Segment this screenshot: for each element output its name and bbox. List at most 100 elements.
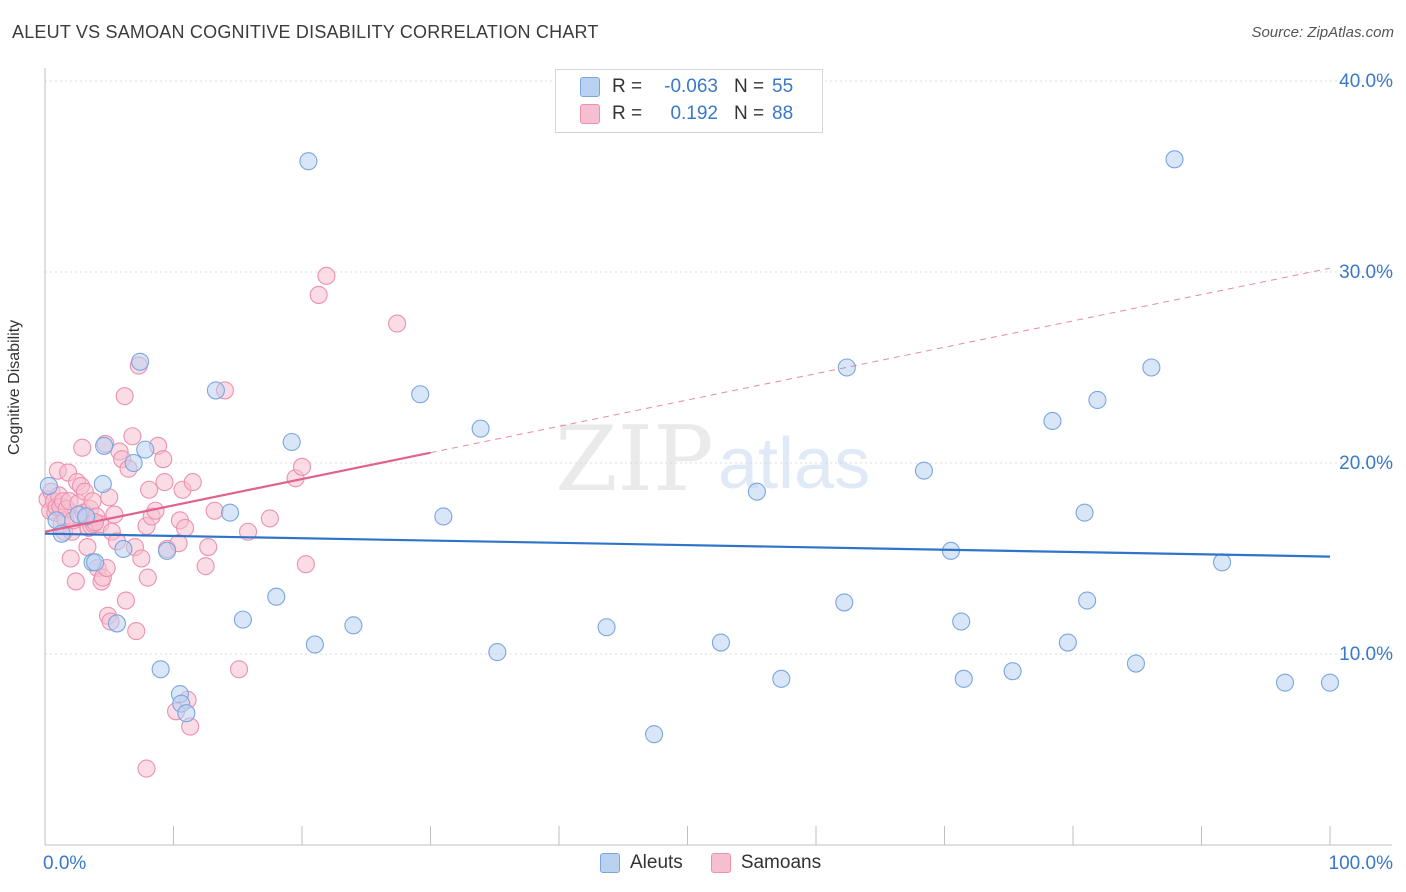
- aleut-swatch: [600, 853, 620, 873]
- y-tick-label: 20.0%: [1339, 453, 1393, 474]
- legend-row-aleuts: R = -0.063 N = 55: [580, 75, 793, 99]
- y-tick-label: 30.0%: [1339, 262, 1393, 283]
- watermark: ZIP atlas: [555, 407, 870, 512]
- aleut-point: [1058, 633, 1077, 652]
- r-label: R =: [612, 103, 643, 124]
- samoan-trend-extension: [430, 267, 1331, 454]
- samoan-point: [138, 568, 157, 587]
- aleut-point: [1165, 150, 1184, 169]
- watermark-atlas: atlas: [718, 424, 870, 504]
- samoan-point: [199, 537, 218, 557]
- legend-item-aleuts[interactable]: Aleuts: [600, 852, 683, 874]
- aleut-point: [136, 440, 155, 459]
- n-label: N =: [734, 103, 765, 124]
- tick-labels: 10.0% 20.0% 30.0% 40.0% 0.0% 100.0%: [43, 71, 1393, 874]
- aleut-point: [434, 507, 453, 526]
- samoan-point: [229, 660, 249, 679]
- legend-label-aleuts: Aleuts: [630, 852, 683, 873]
- samoan-point: [183, 473, 202, 492]
- aleut-point: [299, 152, 318, 171]
- chart-title: ALEUT VS SAMOAN COGNITIVE DISABILITY COR…: [12, 22, 599, 42]
- series-legend: Aleuts Samoans: [600, 852, 849, 874]
- aleut-point: [954, 669, 973, 688]
- samoan-point: [176, 518, 195, 537]
- aleut-point: [1043, 411, 1062, 431]
- r-value: -0.063: [664, 76, 718, 97]
- aleut-point: [77, 507, 96, 526]
- samoan-swatch: [580, 104, 600, 124]
- samoan-point: [127, 622, 146, 641]
- aleut-point: [93, 474, 112, 494]
- samoan-point: [78, 537, 97, 557]
- aleut-point: [114, 539, 133, 559]
- aleut-point: [1213, 553, 1232, 572]
- aleut-point: [952, 612, 971, 631]
- legend-item-samoans[interactable]: Samoans: [710, 852, 822, 874]
- aleut-point: [1088, 390, 1107, 410]
- aleut-point: [344, 616, 363, 635]
- aleut-point: [747, 482, 766, 501]
- samoan-point: [205, 501, 224, 520]
- aleut-points: [39, 150, 1340, 744]
- samoan-swatch: [710, 853, 731, 873]
- samoan-point: [155, 473, 174, 492]
- samoan-point: [260, 509, 279, 528]
- aleut-point: [158, 541, 177, 560]
- x-tick-label: 100.0%: [1329, 853, 1394, 874]
- samoan-point: [317, 266, 336, 285]
- stats-legend: R = -0.063 N = 55 R = 0.192 N = 88: [555, 69, 823, 133]
- legend-row-samoans: R = 0.192 N = 88: [580, 102, 793, 126]
- aleut-point: [914, 461, 933, 480]
- aleut-point: [711, 633, 730, 652]
- aleut-point: [1275, 673, 1295, 692]
- aleut-point: [233, 610, 252, 629]
- aleut-point: [1003, 662, 1022, 681]
- trend-lines: [44, 267, 1331, 558]
- aleut-point: [488, 643, 507, 662]
- aleut-swatch: [580, 77, 600, 97]
- aleut-point: [220, 503, 240, 522]
- samoan-point: [116, 591, 136, 610]
- aleut-trend-line: [44, 532, 1331, 558]
- source-credit: Source: ZipAtlas.com: [1251, 24, 1394, 41]
- aleut-point: [1320, 673, 1340, 692]
- aleut-point: [597, 618, 616, 637]
- samoan-point: [296, 555, 315, 574]
- aleut-point: [124, 453, 143, 473]
- aleut-point: [835, 593, 854, 612]
- samoan-point: [292, 457, 312, 476]
- aleut-point: [86, 553, 105, 572]
- legend-label-samoans: Samoans: [740, 852, 822, 873]
- samoan-trend-line: [44, 451, 431, 533]
- x-tick-label: 0.0%: [43, 853, 86, 874]
- y-axis-title: Cognitive Disability: [6, 319, 23, 455]
- n-label: N =: [734, 76, 765, 97]
- axes: [44, 68, 1392, 846]
- aleut-point: [1142, 358, 1161, 377]
- aleut-point: [107, 614, 127, 633]
- y-tick-label: 10.0%: [1339, 644, 1393, 665]
- aleut-point: [471, 419, 490, 438]
- aleut-point: [1075, 503, 1094, 522]
- r-label: R =: [612, 76, 643, 97]
- watermark-zip: ZIP: [555, 407, 714, 512]
- aleut-point: [411, 385, 430, 404]
- aleut-point: [95, 436, 114, 455]
- samoan-point: [140, 480, 159, 499]
- aleut-point: [645, 725, 664, 744]
- aleut-point: [1126, 654, 1146, 673]
- samoan-point: [115, 387, 134, 406]
- samoan-point: [83, 492, 102, 511]
- n-value: 55: [772, 76, 794, 97]
- samoan-point: [105, 505, 124, 524]
- samoan-point: [238, 522, 258, 541]
- aleut-point: [1078, 591, 1097, 610]
- y-tick-label: 40.0%: [1339, 71, 1393, 92]
- samoan-point: [388, 314, 407, 333]
- samoan-point: [196, 557, 215, 576]
- aleut-point: [39, 476, 58, 495]
- aleut-point: [282, 432, 301, 452]
- aleut-point: [131, 352, 150, 371]
- samoan-point: [309, 285, 328, 304]
